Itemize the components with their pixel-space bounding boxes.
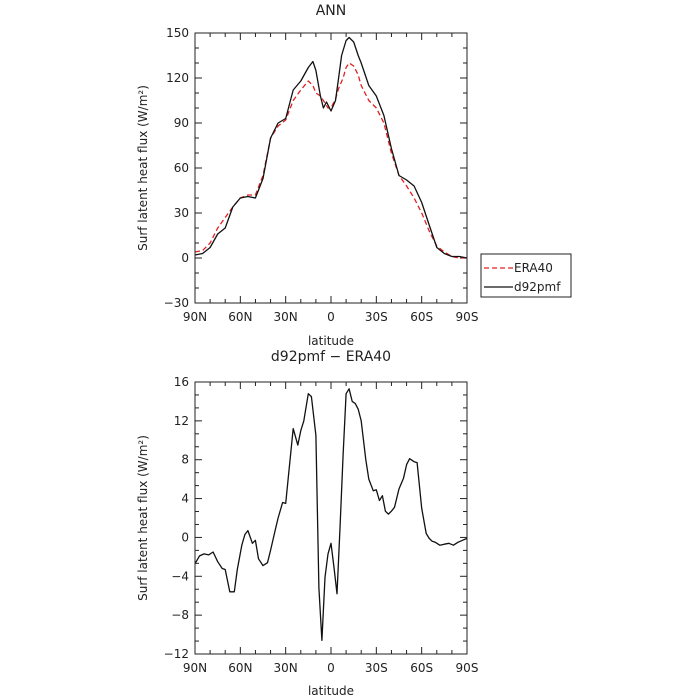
y-axis-label: Surf latent heat flux (W/m²)	[136, 85, 150, 251]
x-axis-label: latitude	[308, 334, 354, 348]
x-tick-label: 90N	[183, 310, 207, 324]
y-tick-label: 150	[166, 26, 189, 40]
series-line-era40	[194, 62, 467, 259]
chart-title: ANN	[316, 3, 347, 19]
y-tick-label: 4	[181, 492, 189, 506]
legend-box	[480, 253, 572, 298]
x-axis-label: latitude	[308, 684, 354, 698]
plot-frame	[194, 381, 468, 655]
x-tick-label: 60N	[228, 310, 252, 324]
y-tick-label: 120	[166, 71, 189, 85]
y-tick-label: −30	[164, 296, 189, 310]
x-tick-label: 30N	[274, 310, 298, 324]
y-tick-label: 30	[174, 206, 189, 220]
x-tick-label: 60N	[228, 661, 252, 675]
x-tick-label: 0	[327, 661, 335, 675]
y-tick-label: 12	[174, 414, 189, 428]
x-tick-label: 90S	[456, 310, 479, 324]
y-axis-label: Surf latent heat flux (W/m²)	[136, 435, 150, 601]
y-tick-label: 0	[181, 530, 189, 544]
x-tick-label: 60S	[410, 310, 433, 324]
plot-frame	[194, 32, 468, 304]
y-tick-label: 60	[174, 161, 189, 175]
y-tick-label: −4	[171, 569, 189, 583]
y-tick-label: 90	[174, 116, 189, 130]
x-tick-label: 90N	[183, 661, 207, 675]
y-tick-label: −8	[171, 608, 189, 622]
chart-title: d92pmf − ERA40	[271, 349, 391, 365]
y-tick-label: 16	[174, 375, 189, 389]
series-line-difference	[194, 388, 468, 642]
x-tick-label: 60S	[410, 661, 433, 675]
legend: ERA40 d92pmf	[480, 253, 572, 298]
x-tick-label: 30S	[365, 661, 388, 675]
x-tick-label: 90S	[456, 661, 479, 675]
x-tick-label: 30S	[365, 310, 388, 324]
y-tick-label: 8	[181, 453, 189, 467]
series-line-d92pmf	[194, 36, 468, 259]
y-tick-label: −12	[164, 647, 189, 661]
panel-bottom: d92pmf − ERA40 −12 −8 −4 0 4 8 12 16 90N 60N 30N 0…	[136, 349, 478, 698]
y-tick-label: 0	[181, 251, 189, 265]
legend-label-d92pmf: d92pmf	[514, 280, 561, 294]
panel-top: ANN −30 0 30 60 90 120 150 90N 60N 30N 0 30S 60S 90S…	[136, 3, 572, 348]
x-tick-label: 30N	[274, 661, 298, 675]
legend-label-era40: ERA40	[514, 261, 553, 275]
x-tick-label: 0	[327, 310, 335, 324]
